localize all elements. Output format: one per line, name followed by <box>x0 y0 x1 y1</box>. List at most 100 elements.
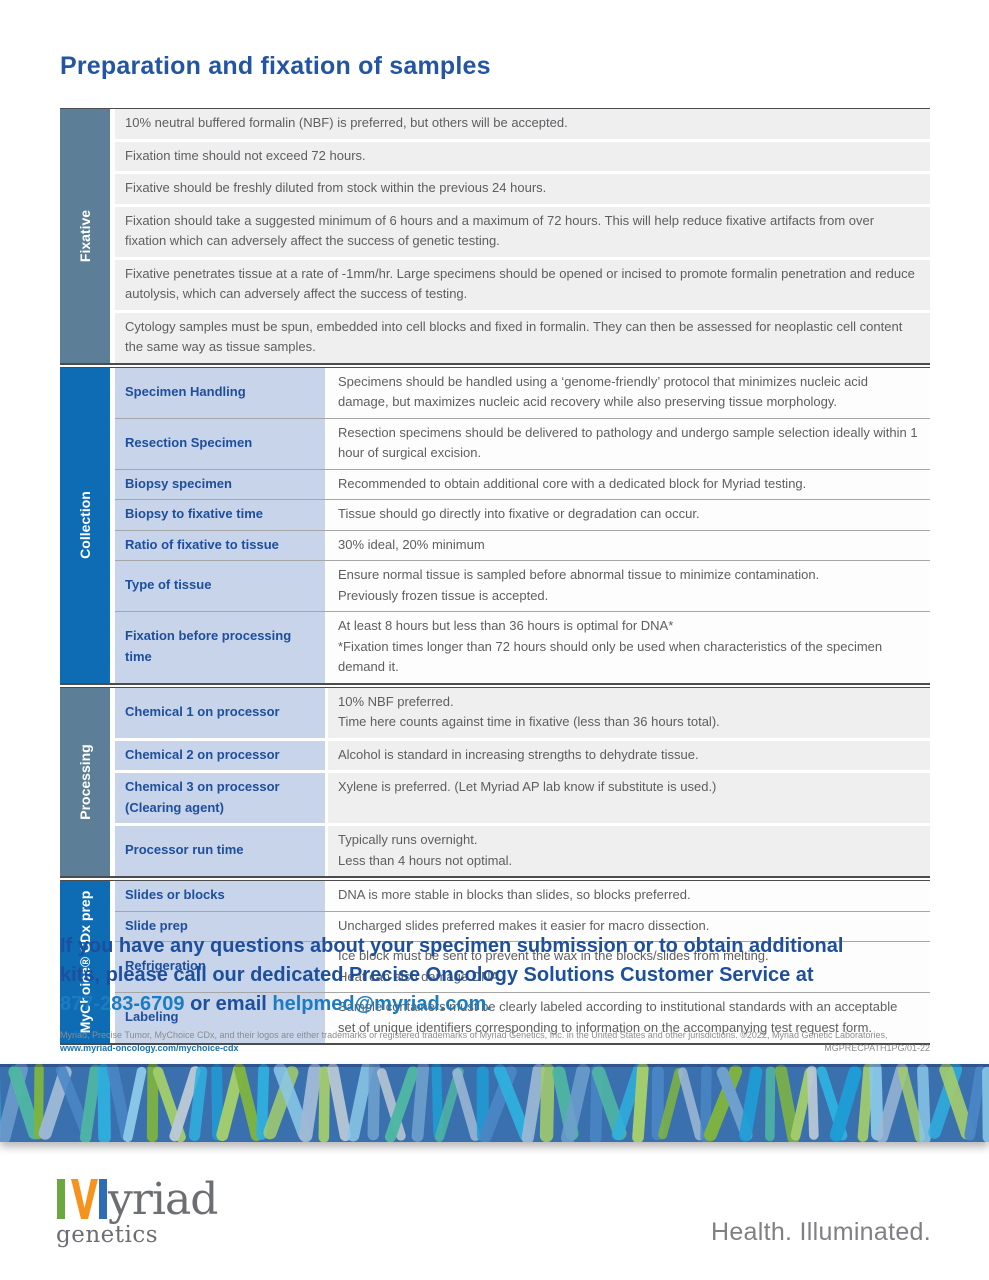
content-line: *Fixation times longer than 72 hours sho… <box>338 638 883 675</box>
row-label: Slides or blocks <box>115 881 328 911</box>
section-collection: Collection Specimen Handling Specimens sho… <box>60 366 930 685</box>
content-line: Previously frozen tissue is accepted. <box>338 587 549 603</box>
content-line: Time here counts against time in fixativ… <box>338 714 720 729</box>
content-line: Recommended to obtain additional core wi… <box>338 475 807 491</box>
row-content: Xylene is preferred. (Let Myriad AP lab … <box>328 773 930 823</box>
content-line: Fixative should be freshly diluted from … <box>125 180 547 195</box>
row-label: Refrigeration <box>115 942 328 992</box>
row-label: Slide prep <box>115 911 328 941</box>
phone-link[interactable]: 877-283-6709 <box>60 993 185 1015</box>
table-row: Fixative should be freshly diluted from … <box>115 174 930 207</box>
content-line: Sample containers must be clearly labele… <box>338 999 898 1035</box>
website-link[interactable]: www.myriad-oncology.com/mychoice-cdx <box>60 1043 239 1053</box>
row-content: Fixative penetrates tissue at a rate of … <box>115 259 930 310</box>
content-line: Ensure normal tissue is sampled before a… <box>338 567 820 582</box>
table-row: Labeling Sample containers must be clearl… <box>115 993 930 1043</box>
section-sidebar-collection: Collection <box>60 367 115 683</box>
row-label: Chemical 1 on processor <box>115 687 328 738</box>
row-label: Processor run time <box>115 826 328 876</box>
cta-text: If you have any questions about your spe… <box>60 932 890 1019</box>
row-content: Specimens should be handled using a ‘gen… <box>328 367 930 418</box>
table-row: Refrigeration Ice block must be sent to p… <box>115 942 930 993</box>
content-line: 10% neutral buffered formalin (NBF) is p… <box>125 115 568 130</box>
logo-text: yriad <box>108 1174 218 1225</box>
row-content: Typically runs overnight. Less than 4 hou… <box>328 826 930 876</box>
row-content: Ice block must be sent to prevent the wa… <box>328 942 930 992</box>
table-row: Slide prep Uncharged slides preferred mak… <box>115 911 930 942</box>
content-line: Uncharged slides preferred makes it easi… <box>338 917 710 933</box>
row-content: Tissue should go directly into fixative … <box>328 500 930 530</box>
table-row: Chemical 1 on processor 10% NBF preferred… <box>115 687 930 741</box>
table-row: Cytology samples must be spun, embedded … <box>115 312 930 363</box>
doc-code: MGPRECPATH1PG/01-22 <box>824 1043 930 1053</box>
table-row: Specimen Handling Specimens should be han… <box>115 367 930 419</box>
table-row: Fixation before processing time At least … <box>115 612 930 683</box>
row-content: Recommended to obtain additional core wi… <box>328 469 930 499</box>
disclaimer: Myriad, Precise Tumor, MyChoice CDx, and… <box>60 1029 930 1055</box>
row-label: Ratio of fixative to tissue <box>115 530 328 560</box>
table-row: Chemical 3 on processor (Clearing agent)… <box>115 773 930 826</box>
cta-mid: or email <box>184 993 273 1015</box>
section-label-processing: Processing <box>76 744 93 820</box>
content-line: Typically runs overnight. <box>338 832 478 847</box>
row-content: Fixative should be freshly diluted from … <box>115 174 930 204</box>
myriad-m-icon <box>57 1179 107 1219</box>
table-row: Slides or blocks DNA is more stable in bl… <box>115 881 930 912</box>
row-label: Labeling <box>115 993 328 1043</box>
content-line: Fixation time should not exceed 72 hours… <box>125 147 366 163</box>
row-label: Specimen Handling <box>115 367 328 418</box>
table-row: Biopsy to fixative time Tissue should go … <box>115 500 930 531</box>
cta-line3: 877-283-6709 or email helpmed@myriad.com… <box>60 990 890 1019</box>
table-row: Chemical 2 on processor Alcohol is standa… <box>115 740 930 773</box>
row-content: Alcohol is standard in increasing streng… <box>328 740 930 770</box>
row-content: DNA is more stable in blocks than slides… <box>328 881 930 911</box>
content-line: Specimens should be handled using a ‘gen… <box>338 373 868 410</box>
section-sidebar-mychoice: MyChoice® CDx prep <box>60 881 115 1043</box>
content-line: 10% NBF preferred. <box>338 693 454 709</box>
logo-subtext: genetics <box>56 1222 159 1248</box>
content-line: Tissue should go directly into fixative … <box>338 506 700 521</box>
row-content: 10% NBF preferred. Time here counts again… <box>328 687 930 738</box>
section-processing: Processing Chemical 1 on processor 10% NBF… <box>60 686 930 878</box>
prep-table: Fixative 10% neutral buffered formalin (N… <box>60 108 930 1045</box>
table-row: Resection Specimen Resection specimens sh… <box>115 418 930 470</box>
content-line: Xylene is preferred. (Let Myriad AP lab … <box>338 779 717 794</box>
section-label-fixative: Fixative <box>76 209 93 262</box>
table-row: Fixative penetrates tissue at a rate of … <box>115 259 930 313</box>
row-label: Type of tissue <box>115 561 328 611</box>
row-content: Uncharged slides preferred makes it easi… <box>328 911 930 941</box>
table-row: 10% neutral buffered formalin (NBF) is p… <box>115 109 930 142</box>
dna-stripes-graphic <box>0 1064 989 1142</box>
table-row: Biopsy specimen Recommended to obtain add… <box>115 469 930 500</box>
content-line: Resection specimens should be delivered … <box>338 424 918 461</box>
table-row: Fixation should take a suggested minimum… <box>115 206 930 260</box>
row-label: Biopsy specimen <box>115 469 328 499</box>
row-content: At least 8 hours but less than 36 hours … <box>328 612 930 683</box>
row-content: Cytology samples must be spun, embedded … <box>115 312 930 363</box>
section-sidebar-fixative: Fixative <box>60 109 115 363</box>
disclaimer-text: Myriad, Precise Tumor, MyChoice CDx, and… <box>60 1030 888 1040</box>
row-label: Biopsy to fixative time <box>115 500 328 530</box>
table-row: Processor run time Typically runs overnig… <box>115 826 930 876</box>
table-row: Type of tissue Ensure normal tissue is sa… <box>115 561 930 612</box>
brand-tagline: Health. Illuminated. <box>710 1218 931 1246</box>
content-line: Alcohol is standard in increasing streng… <box>338 746 699 762</box>
row-content: Fixation should take a suggested minimum… <box>115 206 930 257</box>
row-content: Resection specimens should be delivered … <box>328 418 930 469</box>
section-fixative: Fixative 10% neutral buffered formalin (N… <box>60 108 930 365</box>
cta-line2: kits, please call our dedicated Precise … <box>60 964 814 986</box>
section-label-collection: Collection <box>76 491 93 559</box>
cta-line1: If you have any questions about your spe… <box>60 935 844 957</box>
section-sidebar-processing: Processing <box>60 687 115 876</box>
row-label: Chemical 2 on processor <box>115 740 328 770</box>
myriad-logo: yriad genetics <box>56 1174 218 1249</box>
content-line: 30% ideal, 20% minimum <box>338 536 485 552</box>
table-row: Fixation time should not exceed 72 hours… <box>115 141 930 174</box>
section-mychoice: MyChoice® CDx prep Slides or blocks DNA is… <box>60 880 930 1045</box>
row-content: 30% ideal, 20% minimum <box>328 530 930 560</box>
page-title: Preparation and fixation of samples <box>60 52 491 80</box>
row-label: Chemical 3 on processor (Clearing agent) <box>115 773 328 823</box>
email-link[interactable]: helpmed@myriad.com. <box>272 993 492 1015</box>
table-row: Ratio of fixative to tissue 30% ideal, 20… <box>115 530 930 561</box>
